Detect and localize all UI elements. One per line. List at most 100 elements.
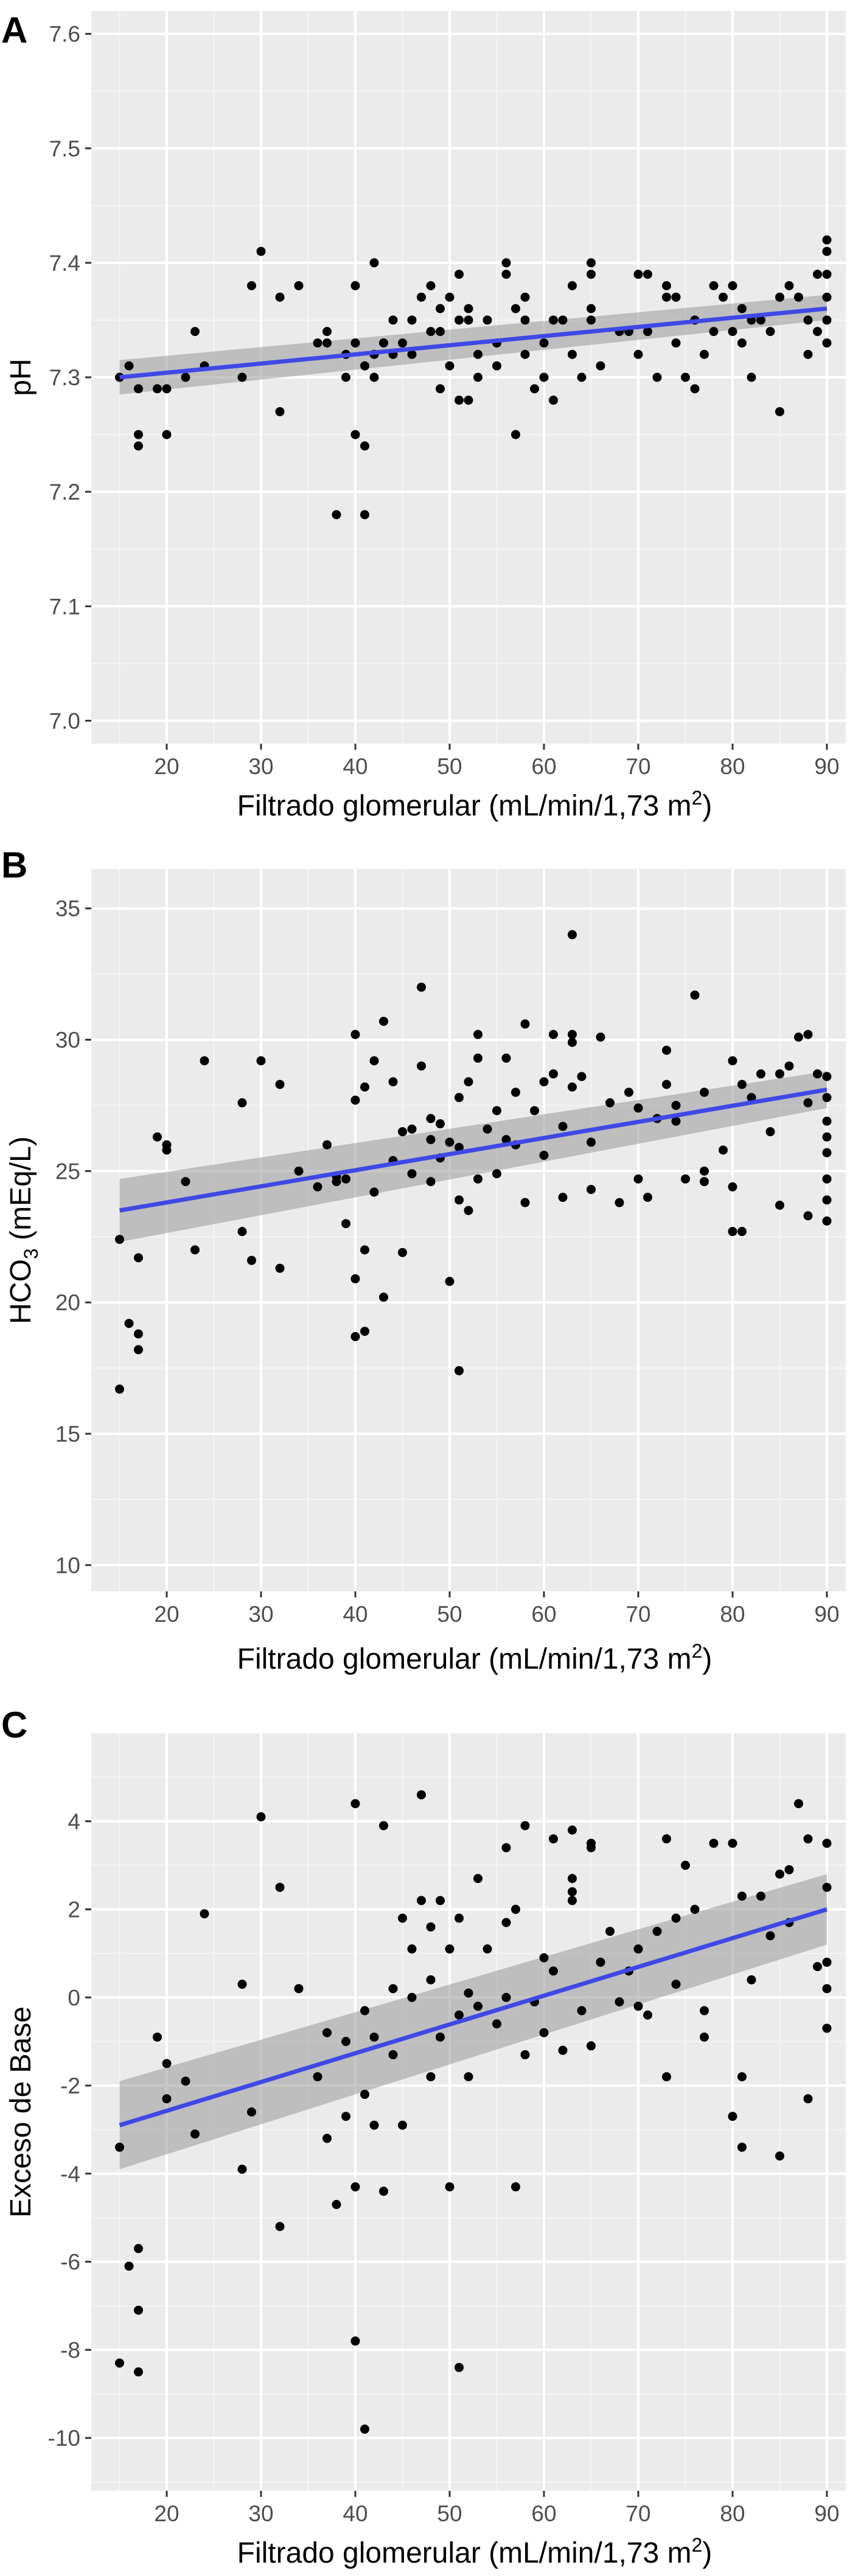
- data-point: [765, 1127, 775, 1137]
- x-tick-label: 90: [814, 2501, 839, 2526]
- data-point: [633, 1944, 643, 1954]
- data-point: [511, 430, 520, 439]
- x-tick-label: 70: [625, 2501, 650, 2526]
- data-point: [322, 2028, 332, 2037]
- data-point: [558, 1193, 568, 1202]
- data-point: [794, 1799, 803, 1809]
- y-tick-label: 7.0: [49, 708, 80, 733]
- data-point: [341, 372, 350, 382]
- y-axis-title: pH: [5, 358, 37, 396]
- data-point: [520, 292, 530, 302]
- x-tick-label: 50: [437, 2501, 462, 2526]
- data-point: [539, 338, 549, 348]
- data-point: [784, 1061, 794, 1071]
- minor-gridlines: [91, 1733, 846, 2491]
- x-tick-label: 60: [531, 2501, 556, 2526]
- data-point: [756, 1069, 765, 1079]
- data-point: [275, 1882, 285, 1892]
- data-point: [407, 315, 417, 325]
- data-point: [350, 1030, 360, 1039]
- data-point: [765, 327, 775, 337]
- data-point: [379, 2187, 388, 2196]
- data-point: [756, 1891, 765, 1901]
- confidence-band: [119, 1874, 827, 2169]
- data-point: [313, 1182, 322, 1192]
- data-point: [728, 1227, 737, 1237]
- data-point: [577, 372, 587, 382]
- data-point: [369, 1187, 379, 1197]
- data-point: [803, 1834, 813, 1844]
- data-point: [360, 2090, 369, 2100]
- data-point: [473, 1053, 482, 1063]
- data-point: [247, 281, 256, 290]
- x-tick-label: 30: [248, 2501, 273, 2526]
- data-point: [520, 1019, 530, 1029]
- data-point: [162, 430, 172, 439]
- data-point: [162, 2094, 172, 2104]
- data-point: [360, 2424, 369, 2434]
- data-point: [473, 372, 482, 382]
- data-point: [398, 2120, 407, 2130]
- data-point: [662, 281, 671, 290]
- data-point: [388, 2050, 398, 2059]
- x-tick-label: 80: [720, 754, 745, 779]
- data-point: [803, 315, 813, 325]
- data-point: [822, 1195, 832, 1205]
- data-point: [803, 1098, 813, 1108]
- x-tick-label: 40: [343, 2501, 368, 2526]
- y-tick-label: 10: [55, 1553, 80, 1578]
- data-point: [200, 1056, 209, 1066]
- data-point: [587, 1185, 596, 1195]
- data-point: [737, 2142, 747, 2152]
- data-point: [426, 1114, 436, 1123]
- data-point: [482, 1944, 492, 1954]
- data-point: [803, 1030, 813, 1039]
- data-point: [530, 384, 539, 394]
- data-point: [445, 1944, 455, 1954]
- data-point: [662, 1080, 671, 1089]
- data-point: [822, 1148, 832, 1157]
- data-point: [803, 349, 813, 359]
- data-point: [747, 1975, 756, 1984]
- y-tick-label: 7.3: [49, 365, 80, 390]
- data-point: [369, 372, 379, 382]
- data-point: [360, 1327, 369, 1336]
- data-point: [643, 270, 652, 279]
- data-point: [417, 1896, 426, 1905]
- y-tick-label: 7.6: [49, 22, 80, 47]
- data-point: [294, 1984, 304, 1994]
- y-tick-label: -2: [60, 2073, 80, 2098]
- data-point: [662, 1834, 671, 1844]
- data-point: [388, 1077, 398, 1087]
- data-point: [275, 2222, 285, 2232]
- data-point: [775, 1069, 784, 1079]
- data-point: [700, 2032, 709, 2042]
- data-points: [115, 1790, 832, 2434]
- data-point: [436, 384, 445, 394]
- panel-letter: C: [1, 1705, 27, 1745]
- x-tick-label: 90: [814, 754, 839, 779]
- x-tick-label: 70: [625, 1602, 650, 1627]
- data-point: [350, 430, 360, 439]
- data-point: [587, 315, 596, 325]
- data-point: [341, 2037, 350, 2047]
- y-tick-label: 2: [68, 1897, 80, 1922]
- x-axis-title: Filtrado glomerular (mL/min/1,73 m2): [237, 2534, 712, 2569]
- data-points: [115, 930, 832, 1394]
- data-point: [181, 2076, 190, 2086]
- data-point: [549, 396, 558, 405]
- data-point: [436, 327, 445, 337]
- data-point: [134, 1329, 143, 1339]
- data-point: [690, 1905, 700, 1915]
- data-point: [162, 384, 172, 394]
- data-point: [360, 510, 369, 520]
- data-point: [426, 2072, 436, 2082]
- data-point: [134, 1253, 143, 1263]
- data-point: [332, 2200, 341, 2210]
- data-point: [417, 1790, 426, 1799]
- data-point: [482, 315, 492, 325]
- data-point: [568, 1896, 577, 1905]
- data-point: [256, 1812, 266, 1822]
- data-point: [115, 1235, 124, 1244]
